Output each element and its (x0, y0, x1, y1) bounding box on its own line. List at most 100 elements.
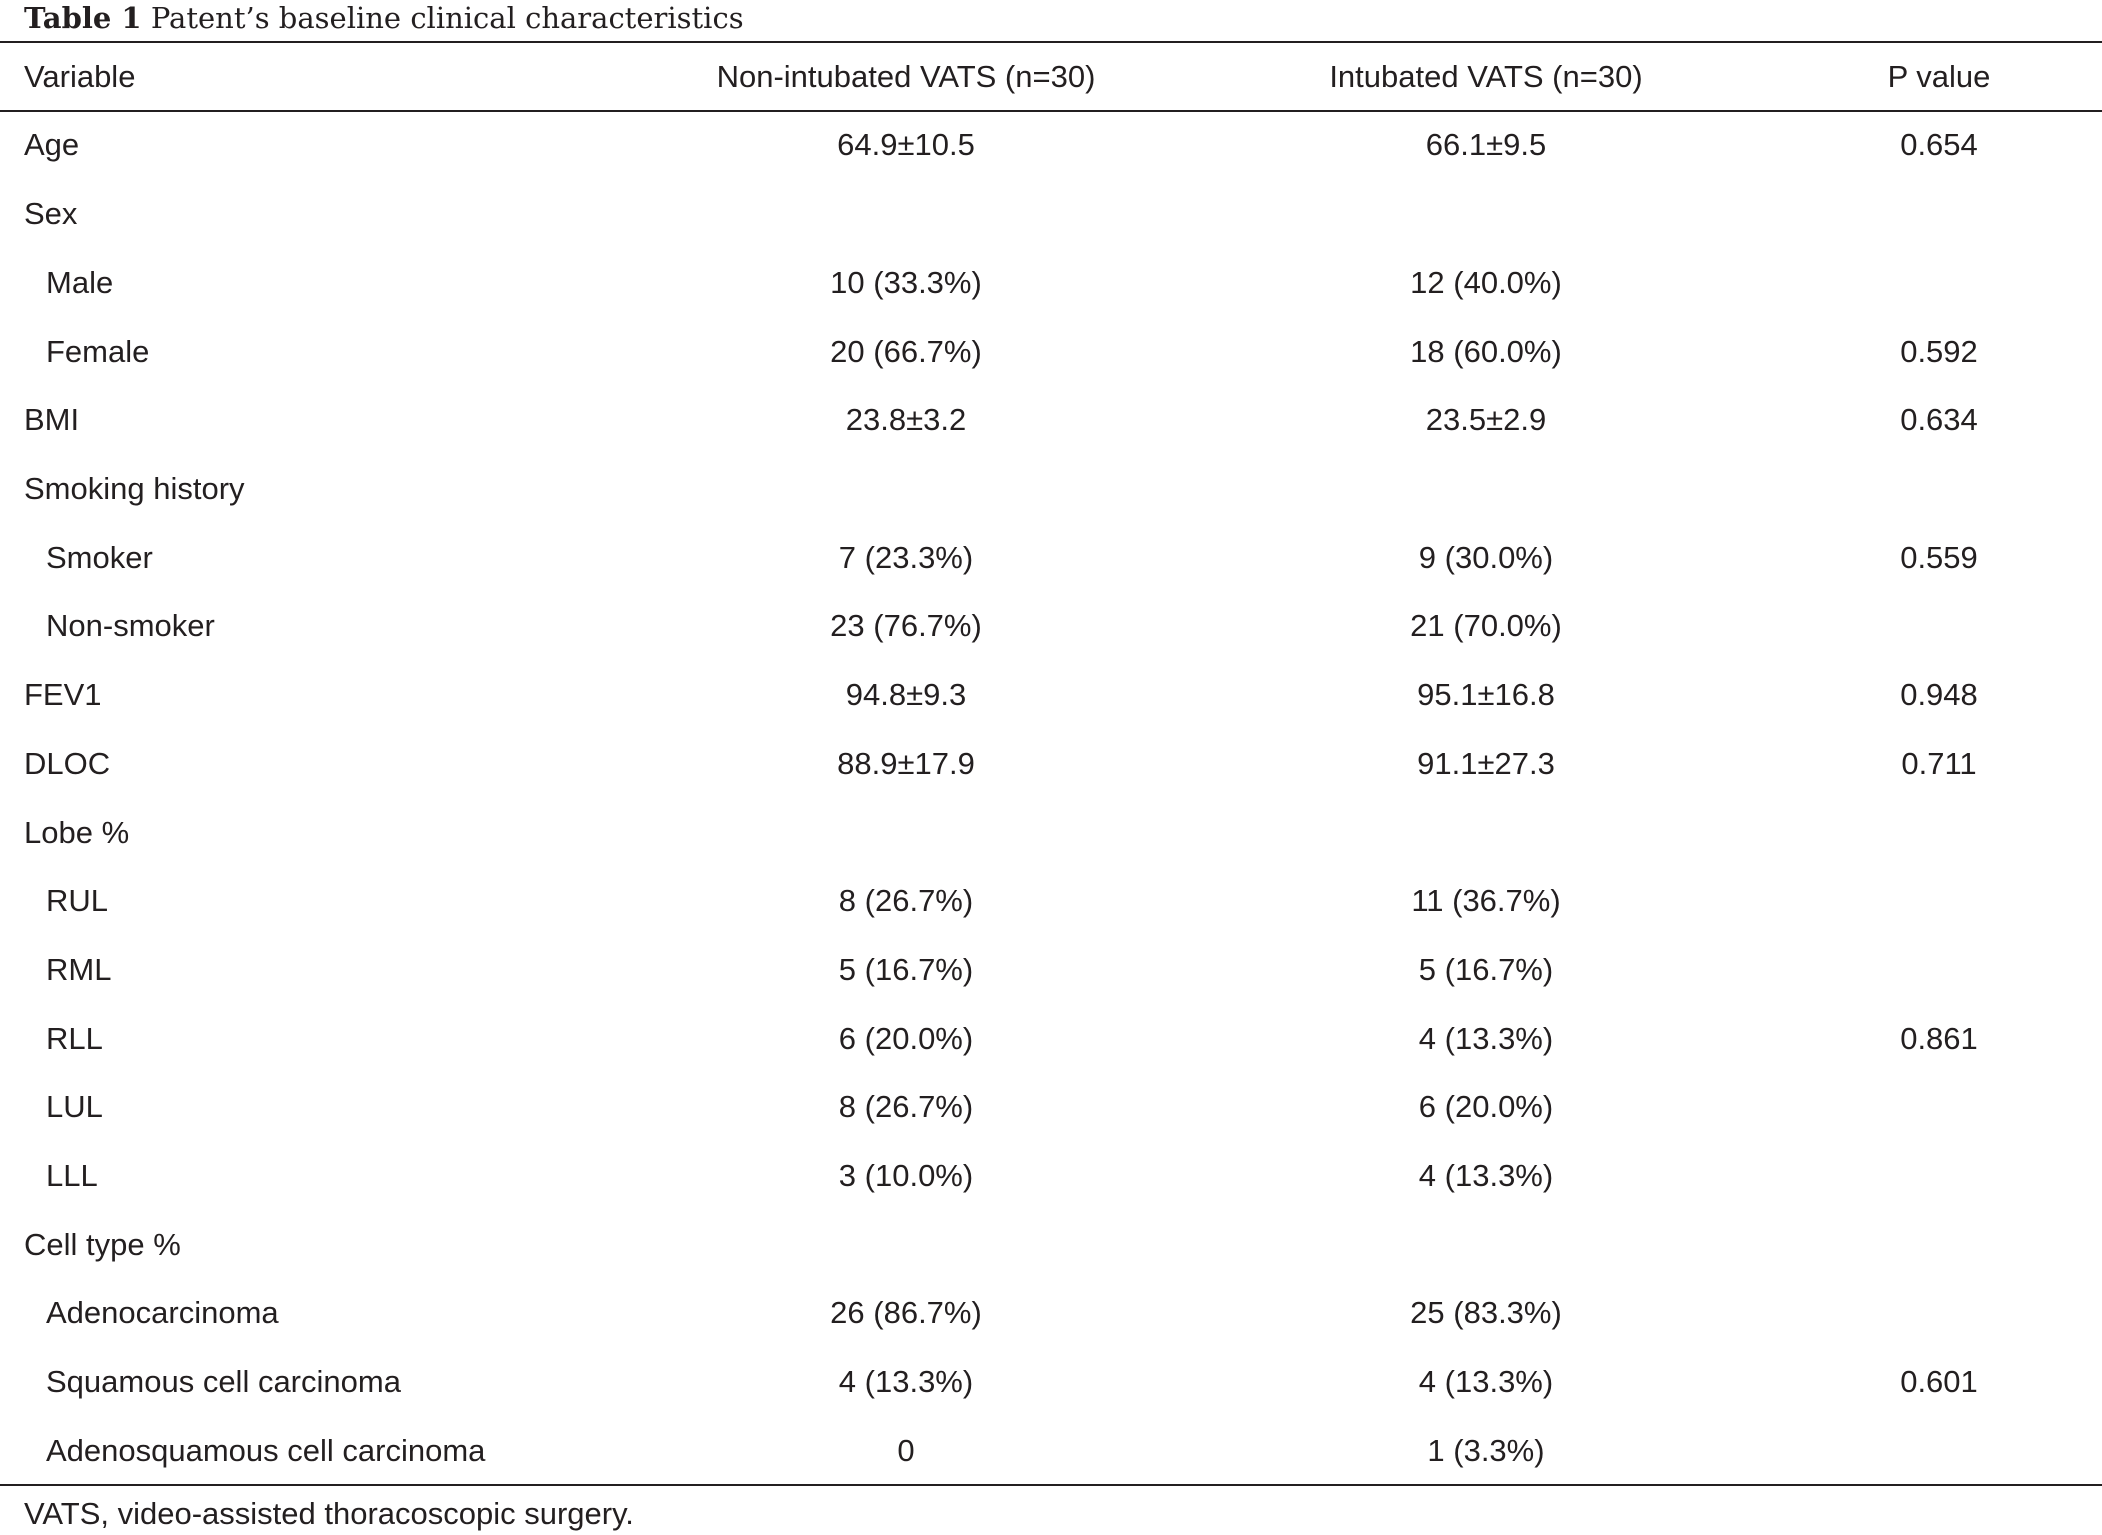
cell-p-value: 0.592 (1900, 333, 1978, 369)
cell-variable: Sex (24, 196, 78, 232)
cell-non-intubated: 10 (33.3%) (830, 265, 982, 301)
cell-non-intubated (616, 1210, 1196, 1279)
table-row: Lobe % (0, 798, 2102, 867)
cell-non-intubated: 4 (13.3%) (838, 1364, 974, 1400)
table-row: RUL 8 (26.7%) 11 (36.7%) (0, 867, 2102, 936)
cell-p-value: 0.861 (1900, 1020, 1978, 1056)
cell-p-value (1776, 867, 2102, 936)
table-row: Adenocarcinoma 26 (86.7%) 25 (83.3%) (0, 1279, 2102, 1348)
cell-p-value (1776, 455, 2102, 524)
table-row: Male 10 (33.3%) 12 (40.0%) (0, 249, 2102, 318)
table-caption-label: Table 1 (24, 1, 142, 35)
cell-intubated: 6 (20.0%) (1418, 1089, 1554, 1125)
cell-intubated: 66.1±9.5 (1425, 127, 1547, 162)
cell-variable: Smoker (46, 539, 153, 575)
cell-variable: Non-smoker (46, 608, 215, 644)
table-row: Age 64.9±10.5 66.1±9.5 0.654 (0, 110, 2102, 180)
cell-p-value: 0.654 (1900, 127, 1978, 162)
cell-variable: Smoking history (24, 471, 245, 507)
cell-non-intubated: 94.8±9.3 (845, 677, 967, 713)
cell-intubated: 23.5±2.9 (1425, 402, 1547, 438)
table-row: BMI 23.8±3.2 23.5±2.9 0.634 (0, 386, 2102, 455)
cell-intubated: 4 (13.3%) (1418, 1364, 1554, 1400)
cell-p-value (1776, 798, 2102, 867)
cell-p-value (1776, 180, 2102, 249)
table-row: RML 5 (16.7%) 5 (16.7%) (0, 936, 2102, 1005)
cell-variable: RML (46, 951, 112, 987)
table-row: Smoker 7 (23.3%) 9 (30.0%) 0.559 (0, 523, 2102, 592)
cell-variable: Female (46, 333, 150, 369)
header-intubated: Intubated VATS (n=30) (1329, 58, 1643, 94)
table-row: Female 20 (66.7%) 18 (60.0%) 0.592 (0, 317, 2102, 386)
cell-variable: Age (24, 127, 80, 162)
cell-intubated: 21 (70.0%) (1410, 608, 1562, 644)
cell-non-intubated: 8 (26.7%) (838, 1089, 974, 1125)
cell-variable: Adenocarcinoma (46, 1295, 279, 1331)
cell-p-value (1776, 936, 2102, 1005)
cell-non-intubated: 88.9±17.9 (837, 745, 975, 781)
cell-non-intubated: 20 (66.7%) (830, 333, 982, 369)
table-row: FEV1 94.8±9.3 95.1±16.8 0.948 (0, 661, 2102, 730)
table-footnote: VATS, video-assisted thoracoscopic surge… (24, 1496, 634, 1531)
table-row: LLL 3 (10.0%) 4 (13.3%) (0, 1142, 2102, 1211)
cell-intubated: 4 (13.3%) (1418, 1157, 1554, 1193)
baseline-characteristics-table: Variable Non-intubated VATS (n=30) Intub… (0, 43, 2102, 1485)
cell-intubated (1196, 1210, 1776, 1279)
cell-non-intubated: 0 (897, 1432, 915, 1468)
table-bottom-rule (0, 1484, 2102, 1486)
cell-p-value (1776, 1210, 2102, 1279)
cell-variable: LLL (46, 1157, 98, 1193)
cell-intubated: 5 (16.7%) (1418, 951, 1554, 987)
table-row: Cell type % (0, 1210, 2102, 1279)
cell-intubated: 91.1±27.3 (1417, 745, 1555, 781)
cell-p-value: 0.711 (1901, 745, 1977, 781)
header-variable: Variable (24, 58, 136, 94)
table-caption-text: Patent’s baseline clinical characteristi… (150, 1, 744, 35)
cell-p-value (1776, 1142, 2102, 1211)
table-header-rule (0, 110, 2102, 112)
cell-intubated: 12 (40.0%) (1410, 265, 1562, 301)
cell-variable: FEV1 (24, 677, 102, 713)
cell-intubated: 25 (83.3%) (1410, 1295, 1562, 1331)
cell-p-value (1776, 1073, 2102, 1142)
table-header: Variable Non-intubated VATS (n=30) Intub… (0, 43, 2102, 110)
cell-variable: BMI (24, 402, 80, 438)
table-row: DLOC 88.9±17.9 91.1±27.3 0.711 (0, 730, 2102, 799)
cell-intubated: 11 (36.7%) (1411, 883, 1561, 919)
cell-non-intubated: 26 (86.7%) (830, 1295, 982, 1331)
cell-variable: Squamous cell carcinoma (46, 1364, 401, 1400)
cell-variable: LUL (46, 1089, 103, 1125)
cell-variable: Adenosquamous cell carcinoma (46, 1432, 486, 1468)
cell-intubated (1196, 798, 1776, 867)
cell-intubated (1196, 455, 1776, 524)
table-row: LUL 8 (26.7%) 6 (20.0%) (0, 1073, 2102, 1142)
table-row: Non-smoker 23 (76.7%) 21 (70.0%) (0, 592, 2102, 661)
table-row: Squamous cell carcinoma 4 (13.3%) 4 (13.3%… (0, 1348, 2102, 1417)
cell-p-value: 0.634 (1900, 402, 1978, 438)
cell-intubated: 9 (30.0%) (1418, 539, 1554, 575)
table-caption: Table 1 Patent’s baseline clinical chara… (24, 0, 744, 40)
cell-p-value (1776, 1279, 2102, 1348)
cell-p-value: 0.948 (1900, 677, 1978, 713)
table-body: Age 64.9±10.5 66.1±9.5 0.654 Sex Male 10 (33.3… (0, 110, 2102, 1485)
cell-non-intubated (616, 180, 1196, 249)
header-p-value: P value (1887, 58, 1991, 94)
cell-p-value (1776, 249, 2102, 318)
table-row: RLL 6 (20.0%) 4 (13.3%) 0.861 (0, 1004, 2102, 1073)
cell-non-intubated (616, 455, 1196, 524)
cell-non-intubated: 3 (10.0%) (838, 1157, 974, 1193)
header-row: Variable Non-intubated VATS (n=30) Intub… (0, 43, 2102, 110)
cell-non-intubated: 23 (76.7%) (830, 608, 982, 644)
table-top-rule (0, 41, 2102, 43)
cell-non-intubated: 64.9±10.5 (837, 127, 975, 162)
cell-variable: Cell type % (24, 1226, 181, 1262)
cell-variable: Male (46, 265, 114, 301)
cell-non-intubated: 5 (16.7%) (838, 951, 974, 987)
cell-variable: RUL (46, 883, 109, 919)
table-row: Sex (0, 180, 2102, 249)
cell-p-value: 0.601 (1900, 1364, 1978, 1400)
cell-non-intubated (616, 798, 1196, 867)
table-row: Smoking history (0, 455, 2102, 524)
cell-p-value (1776, 1416, 2102, 1485)
cell-non-intubated: 6 (20.0%) (838, 1020, 974, 1056)
